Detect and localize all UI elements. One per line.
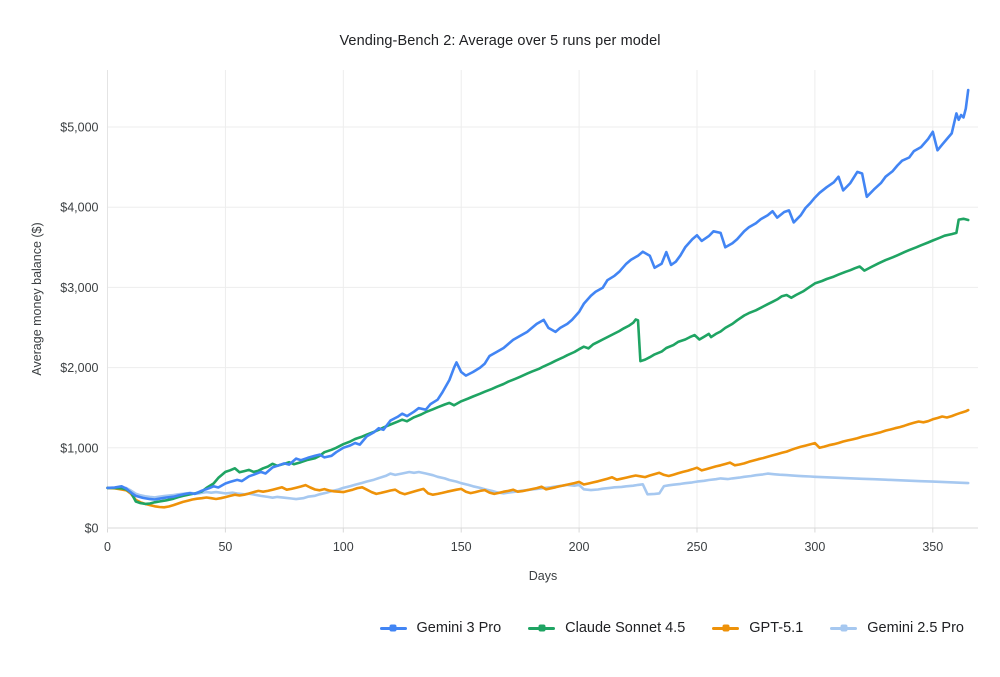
- legend-point-icon: [840, 624, 848, 632]
- y-tick-label: $2,000: [60, 361, 98, 375]
- x-tick-label: 200: [569, 540, 590, 554]
- legend-line-marker-icon: [830, 624, 858, 632]
- legend-item-gemini-2-5-pro: Gemini 2.5 Pro: [830, 620, 964, 636]
- legend-line-marker-icon: [712, 624, 740, 632]
- legend-point-icon: [722, 624, 730, 632]
- y-tick-label: $3,000: [60, 281, 98, 295]
- x-tick-label: 150: [451, 540, 472, 554]
- series-line-gemini-3-pro: [106, 88, 970, 501]
- grid-lines: [107, 70, 978, 528]
- y-axis-title: Average money balance ($): [30, 222, 44, 376]
- x-tick-label: 50: [218, 540, 232, 554]
- y-tick-label: $5,000: [60, 121, 98, 135]
- series-line-gemini-2-5-pro: [106, 470, 970, 501]
- legend-point-icon: [389, 624, 397, 632]
- legend-item-gemini-3-pro: Gemini 3 Pro: [379, 620, 502, 636]
- y-tick-label: $0: [85, 522, 99, 536]
- legend-line-marker-icon: [379, 624, 407, 632]
- x-tick-label: 0: [104, 540, 111, 554]
- legend-label: GPT-5.1: [749, 620, 804, 636]
- x-axis-tick-labels: 0 50 100 150 200 250 300 350: [104, 528, 943, 554]
- x-tick-label: 100: [333, 540, 354, 554]
- series-line-gpt-5-1: [106, 408, 970, 509]
- legend-point-icon: [538, 624, 546, 632]
- legend-line-marker-icon: [528, 624, 556, 632]
- legend-label: Gemini 2.5 Pro: [867, 620, 964, 636]
- legend-label: Claude Sonnet 4.5: [565, 620, 686, 636]
- legend-item-claude-sonnet-4-5: Claude Sonnet 4.5: [528, 620, 685, 636]
- x-tick-label: 250: [687, 540, 708, 554]
- series-line-claude-sonnet-4-5: [106, 217, 970, 506]
- y-axis-tick-labels: $0 $1,000 $2,000 $3,000 $4,000 $5,000: [60, 121, 98, 536]
- legend-label: Gemini 3 Pro: [416, 620, 502, 636]
- legend-item-gpt-5-1: GPT-5.1: [712, 620, 803, 636]
- x-tick-label: 350: [922, 540, 943, 554]
- y-tick-label: $1,000: [60, 441, 98, 455]
- chart-title: Vending-Bench 2: Average over 5 runs per…: [339, 33, 661, 49]
- x-axis-title: Days: [528, 569, 558, 583]
- legend: Gemini 3 Pro Claude Sonnet 4.5 GPT-5.1 Gemi…: [379, 615, 964, 641]
- x-tick-label: 300: [804, 540, 825, 554]
- y-tick-label: $4,000: [60, 201, 98, 215]
